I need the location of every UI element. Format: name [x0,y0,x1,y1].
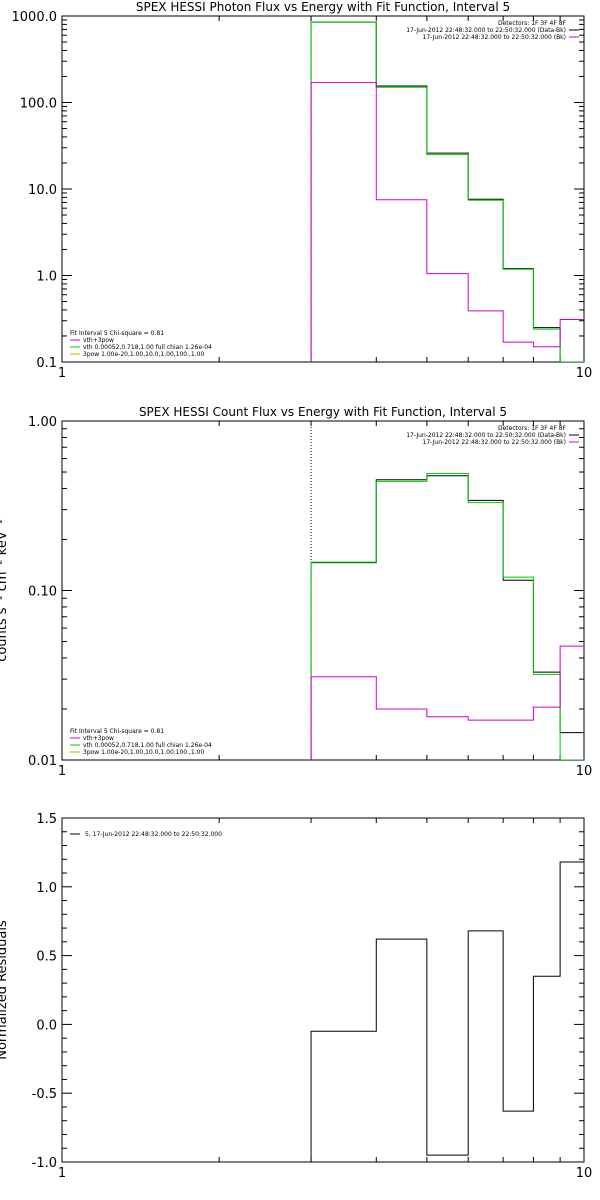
plot-area [310,16,584,362]
series-data-line [310,21,584,362]
chart-panel-2: SPEX HESSI Count Flux vs Energy with Fit… [0,405,592,779]
y-tick-label: 1.00 [28,415,57,430]
series-fit-line [310,21,584,362]
y-tick-label: 0.01 [28,754,57,769]
legend-entry: 5, 17-Jun-2012 22:48:32.000 to 22:50:32.… [85,831,222,838]
x-tick-label: 10 [576,764,593,779]
x-tick-label: 10 [576,1166,593,1181]
y-tick-label: 1.5 [36,812,57,827]
legend-entry: 17-Jun-2012 22:48:32.000 to 22:50:32.000… [423,439,566,446]
x-tick-label: 1 [58,1166,66,1181]
y-tick-label: -1.0 [32,1156,57,1171]
legend-entry: 3pow 1.00e-20,1.00,10.0,1.00,100.,1.00 [83,351,204,358]
legend-entry: vth+3pow [83,337,114,344]
y-tick-label: 0.10 [28,585,57,600]
x-tick-label: 1 [58,366,66,381]
y-tick-label: 10.0 [28,183,57,198]
x-tick-label: 10 [576,366,593,381]
y-tick-label: 1.0 [36,881,57,896]
legend-entry: vth 0.00052,0.718,1.00 full chian 1.26e-… [83,742,212,749]
y-axis-label: Normalized Residuals [0,920,10,1060]
y-tick-label: 0.5 [36,950,57,965]
y-tick-label: 0.0 [36,1018,57,1033]
legend-entry: 3pow 1.00e-20,1.00,10.0,1.00,100.,1.00 [83,749,204,756]
legend-entry: Detectors: 1F 3F 4F 8F [498,425,567,432]
y-tick-label: 0.1 [36,356,57,371]
y-axis-label: counts s⁻¹ cm⁻² keV⁻¹ [0,519,10,662]
series-data-line [310,475,584,760]
series-residuals-line [310,861,584,1162]
legend-entry: Detectors: 1F 3F 4F 8F [498,20,567,27]
legend-entry: Fit Interval 5 Chi-square = 0.81 [70,728,164,735]
legend-entry: vth+3pow [83,735,114,742]
legend-entry: 17-Jun-2012 22:48:32.000 to 22:50:32.000… [406,27,566,34]
plot-frame [61,420,585,761]
series-bk-line [310,82,584,362]
legend-entry: vth 0.00052,0.718,1.00 full chian 1.26e-… [83,344,212,351]
plot-frame [61,15,585,363]
y-tick-label: -0.5 [32,1087,57,1102]
chart-panel-3: 1 10 -1.0 -0.5 0.0 0.5 1.0 1.5 Normalized Residu… [0,812,592,1181]
legend-entry: 17-Jun-2012 22:48:32.000 to 22:50:32.000… [423,34,566,41]
legend-entry: 17-Jun-2012 22:48:32.000 to 22:50:32.000… [406,432,566,439]
series-bk-line [310,645,584,760]
y-tick-label: 1.0 [36,270,57,285]
x-tick-label: 1 [58,764,66,779]
chart-title: SPEX HESSI Photon Flux vs Energy with Fi… [136,0,510,14]
legend-entry: Fit Interval 5 Chi-square = 0.81 [70,330,164,337]
y-tick-label: 1000.0 [12,10,58,25]
plot-area [310,421,584,760]
plot-area [310,861,584,1162]
series-fit-line [310,473,584,760]
chart-panel-1: SPEX HESSI Photon Flux vs Energy with Fi… [12,0,593,381]
plot-frame [61,817,585,1163]
y-tick-label: 100.0 [20,97,57,112]
chart-title: SPEX HESSI Count Flux vs Energy with Fit… [139,405,507,419]
